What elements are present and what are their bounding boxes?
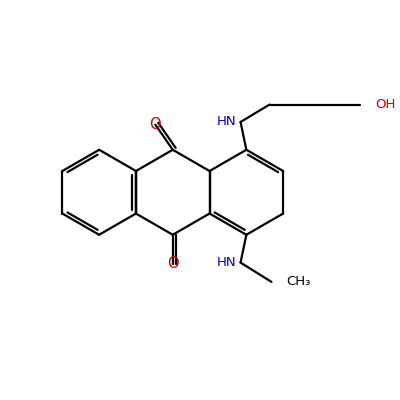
Text: CH₃: CH₃ (286, 275, 310, 288)
Text: O: O (150, 117, 161, 132)
Text: O: O (167, 256, 178, 271)
Text: OH: OH (375, 98, 395, 111)
Text: HN: HN (217, 256, 237, 269)
Text: HN: HN (216, 116, 236, 128)
